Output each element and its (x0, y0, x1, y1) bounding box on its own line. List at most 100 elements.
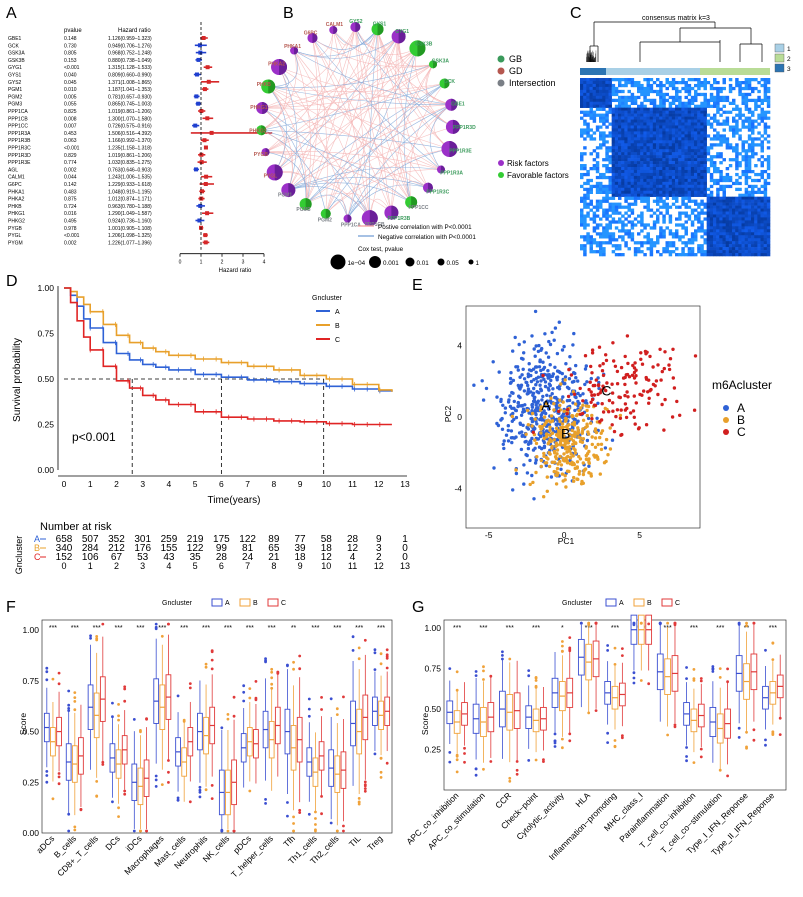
heatmap-cell (633, 164, 638, 168)
heatmap-cell (687, 187, 692, 192)
heatmap-cell (760, 247, 764, 251)
heatmap-cell (618, 211, 622, 215)
risk-table-group: B (34, 543, 40, 553)
heatmap-cell (646, 92, 650, 97)
heatmap-cell (722, 178, 726, 183)
pca-point-a (481, 398, 486, 402)
heatmap-cell (652, 211, 657, 215)
heatmap-cell (630, 107, 635, 111)
heatmap-cell (640, 152, 644, 156)
heatmap-cell (690, 86, 695, 91)
heatmap-cell (637, 161, 641, 165)
box-outlier (314, 817, 317, 820)
heatmap-cell (637, 119, 641, 123)
pca-point-b (554, 444, 558, 448)
heatmap-cell (640, 199, 644, 203)
heatmap-cell (605, 83, 609, 88)
heatmap-cell (697, 152, 701, 156)
heatmap-cell (700, 190, 704, 194)
heatmap-cell (624, 181, 628, 186)
heatmap-cell (716, 80, 720, 85)
heatmap-cell (662, 152, 666, 156)
forest-pvalue: 0.875 (64, 197, 77, 203)
risk-table-cell: 53 (137, 552, 149, 563)
box-signif-label: *** (355, 625, 363, 632)
box-outlier (123, 789, 127, 793)
pca-point-b (558, 403, 562, 408)
pca-point-a (549, 475, 554, 479)
heatmap-cell (741, 155, 745, 159)
box-outlier (351, 635, 355, 639)
heatmap-cell (741, 140, 745, 144)
cox-size-swatch (405, 257, 415, 267)
heatmap-cell (713, 244, 717, 248)
heatmap-cell (595, 89, 600, 94)
heatmap-cell (627, 107, 631, 111)
forest-pvalue: 0.007 (64, 124, 77, 130)
heatmap-cell (671, 125, 676, 129)
heatmap-cell (735, 113, 739, 117)
pca-point-b (552, 438, 556, 442)
km-x-tick-label: 0 (62, 479, 67, 489)
pca-centroid-label: C (601, 383, 611, 399)
heatmap-cell (766, 116, 771, 120)
heatmap-cell (690, 175, 695, 180)
heatmap-cell (744, 226, 749, 230)
heatmap-cell (671, 175, 676, 180)
heatmap-cell (687, 107, 692, 111)
heatmap-cell (599, 175, 603, 180)
heatmap-cell (722, 232, 726, 236)
heatmap-cell (656, 238, 660, 242)
pca-point-a (553, 365, 557, 369)
heatmap-cell (602, 214, 606, 218)
heatmap-cell (735, 187, 739, 192)
heatmap-cell (643, 122, 647, 126)
box-outlier (154, 785, 158, 788)
heatmap-cell (709, 104, 714, 108)
heatmap-cell (687, 78, 692, 82)
pca-point-a (534, 370, 538, 374)
heatmap-cell (633, 181, 638, 186)
pca-point-a (533, 309, 538, 314)
positive-correlation-edge (267, 86, 307, 205)
heatmap-cell (766, 86, 771, 91)
heatmap-cell (684, 155, 688, 159)
heatmap-cell (659, 184, 663, 189)
heatmap-cell (592, 164, 597, 168)
box-outlier (232, 695, 236, 699)
heatmap-cell (665, 178, 669, 183)
heatmap-cell (735, 143, 739, 147)
heatmap-cell (662, 140, 666, 144)
box-outlier (455, 758, 459, 762)
heatmap-cell (665, 131, 669, 135)
heatmap-cell (627, 208, 631, 212)
heatmap-cell (703, 98, 707, 103)
heatmap-cell (618, 152, 622, 156)
heatmap-cell (621, 95, 625, 100)
network-node-half (261, 125, 267, 136)
heatmap-cell (608, 205, 612, 209)
forest-hr-text: 0.809(0.660–0.990) (108, 73, 152, 79)
heatmap-cell (725, 247, 730, 251)
heatmap-cell (627, 235, 631, 239)
pca-point-c (590, 417, 594, 421)
heatmap-cell (649, 113, 654, 117)
pca-point-a (531, 367, 536, 371)
heatmap-cell (678, 172, 682, 177)
heatmap-cell (751, 223, 755, 227)
heatmap-cell (614, 208, 619, 212)
heatmap-cell (675, 122, 679, 126)
heatmap-cell (763, 137, 768, 141)
heatmap-cell (630, 95, 635, 100)
cluster-legend-label: 3 (787, 66, 791, 73)
heatmap-cell (706, 149, 711, 153)
heatmap-cell (687, 181, 692, 186)
heatmap-cell (668, 229, 673, 233)
cox-size-swatch (437, 258, 445, 266)
network-node-half (440, 165, 445, 174)
heatmap-cell (728, 146, 733, 150)
pca-point-a (570, 380, 575, 384)
pca-point-c (647, 396, 651, 400)
positive-correlation-edge (347, 36, 399, 219)
heatmap-cell (703, 113, 707, 117)
